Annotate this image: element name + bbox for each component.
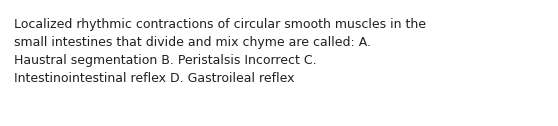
Text: Localized rhythmic contractions of circular smooth muscles in the
small intestin: Localized rhythmic contractions of circu… — [14, 18, 426, 85]
